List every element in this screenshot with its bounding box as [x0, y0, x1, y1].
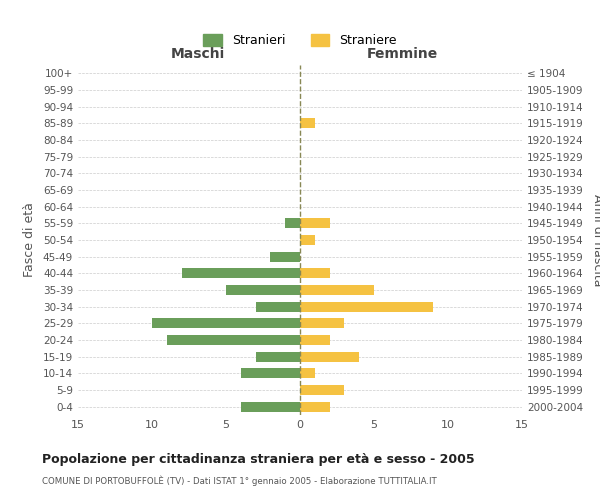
- Bar: [167, 335, 300, 345]
- Text: Maschi: Maschi: [171, 48, 225, 62]
- Bar: [226, 285, 300, 295]
- Y-axis label: Fasce di età: Fasce di età: [23, 202, 36, 278]
- Bar: [256, 352, 300, 362]
- Bar: [300, 368, 315, 378]
- Bar: [300, 402, 329, 411]
- Text: COMUNE DI PORTOBUFFOLÈ (TV) - Dati ISTAT 1° gennaio 2005 - Elaborazione TUTTITAL: COMUNE DI PORTOBUFFOLÈ (TV) - Dati ISTAT…: [42, 476, 437, 486]
- Text: Femmine: Femmine: [367, 48, 438, 62]
- Bar: [300, 302, 433, 312]
- Bar: [256, 302, 300, 312]
- Bar: [285, 218, 300, 228]
- Bar: [152, 318, 300, 328]
- Text: Popolazione per cittadinanza straniera per età e sesso - 2005: Popolazione per cittadinanza straniera p…: [42, 452, 475, 466]
- Bar: [300, 218, 329, 228]
- Bar: [300, 385, 344, 395]
- Bar: [300, 268, 329, 278]
- Bar: [241, 402, 300, 411]
- Bar: [241, 368, 300, 378]
- Bar: [271, 252, 300, 262]
- Bar: [182, 268, 300, 278]
- Bar: [300, 235, 315, 245]
- Y-axis label: Anni di nascita: Anni di nascita: [590, 194, 600, 286]
- Bar: [300, 285, 374, 295]
- Bar: [300, 318, 344, 328]
- Legend: Stranieri, Straniere: Stranieri, Straniere: [198, 29, 402, 52]
- Bar: [300, 352, 359, 362]
- Bar: [300, 118, 315, 128]
- Bar: [300, 335, 329, 345]
